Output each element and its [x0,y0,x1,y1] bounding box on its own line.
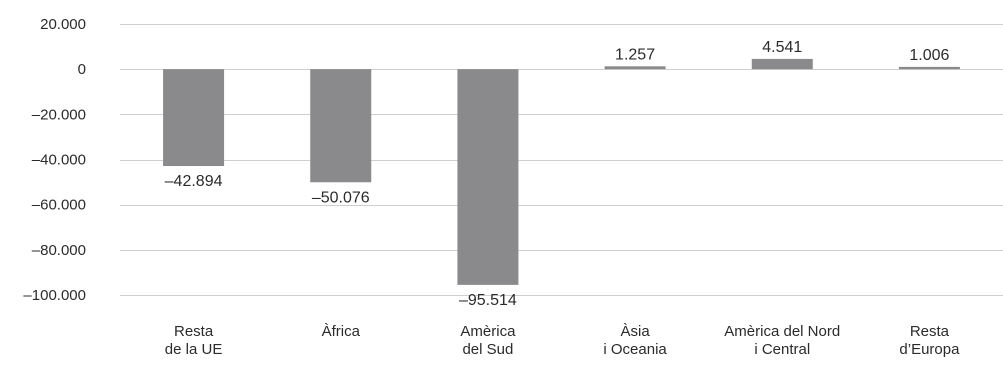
grid-lines [120,24,1003,296]
y-tick-label: –80.000 [32,242,86,259]
bar [751,58,813,70]
category-label: Àsia [620,323,650,340]
y-tick-label: –40.000 [32,152,86,169]
category-label: de la UE [165,341,223,358]
category-label: Àfrica [322,323,361,340]
category-label: d’Europa [899,341,960,358]
y-tick-label: 20.000 [40,16,86,33]
bar [457,69,519,285]
bar [310,69,372,183]
bar-value-label: –50.076 [312,189,370,206]
category-label: Amèrica [460,323,516,340]
category-label: Resta [910,323,950,340]
y-axis-tick-labels: 20.000 0 –20.000 –40.000 –60.000 –80.000 –100.… [23,16,86,304]
bars [163,58,960,285]
y-tick-label: –100.000 [23,287,86,304]
y-tick-label: –60.000 [32,197,86,214]
bar-value-label: 1.257 [615,46,655,63]
bar-value-labels: –42.894 –50.076 –95.514 1.257 4.541 1.006 [165,39,950,309]
category-label: Amèrica del Nord [724,323,840,340]
y-tick-label: –20.000 [32,106,86,123]
category-label: Resta [174,323,214,340]
bar-value-label: –95.514 [459,292,517,309]
bar-value-label: 1.006 [909,47,949,64]
bar [163,69,225,167]
bar-value-label: 4.541 [762,39,802,56]
bar [898,66,960,70]
category-label: del Sud [462,341,513,358]
y-tick-label: 0 [78,61,86,78]
category-label: i Oceania [603,341,667,358]
bar [604,66,666,70]
category-label: i Central [754,341,810,358]
bar-value-label: –42.894 [165,173,223,190]
